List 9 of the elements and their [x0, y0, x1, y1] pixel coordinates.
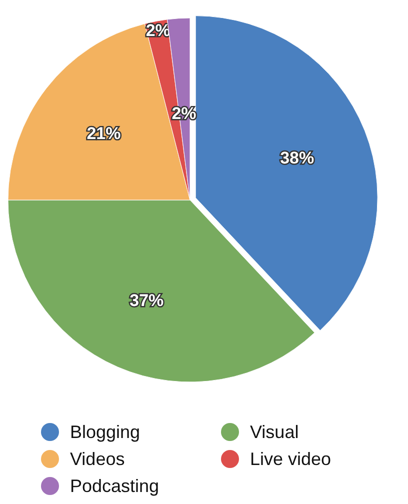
data-label: 37% — [130, 291, 164, 310]
legend-label: Visual — [250, 422, 299, 442]
legend-label: Blogging — [70, 422, 140, 442]
legend-label: Videos — [70, 449, 125, 469]
data-label: 2% — [172, 104, 196, 123]
data-label: 38% — [280, 148, 314, 168]
legend-label: Live video — [250, 449, 332, 469]
legend-label: Podcasting — [70, 476, 160, 496]
data-label: 21% — [86, 124, 121, 144]
